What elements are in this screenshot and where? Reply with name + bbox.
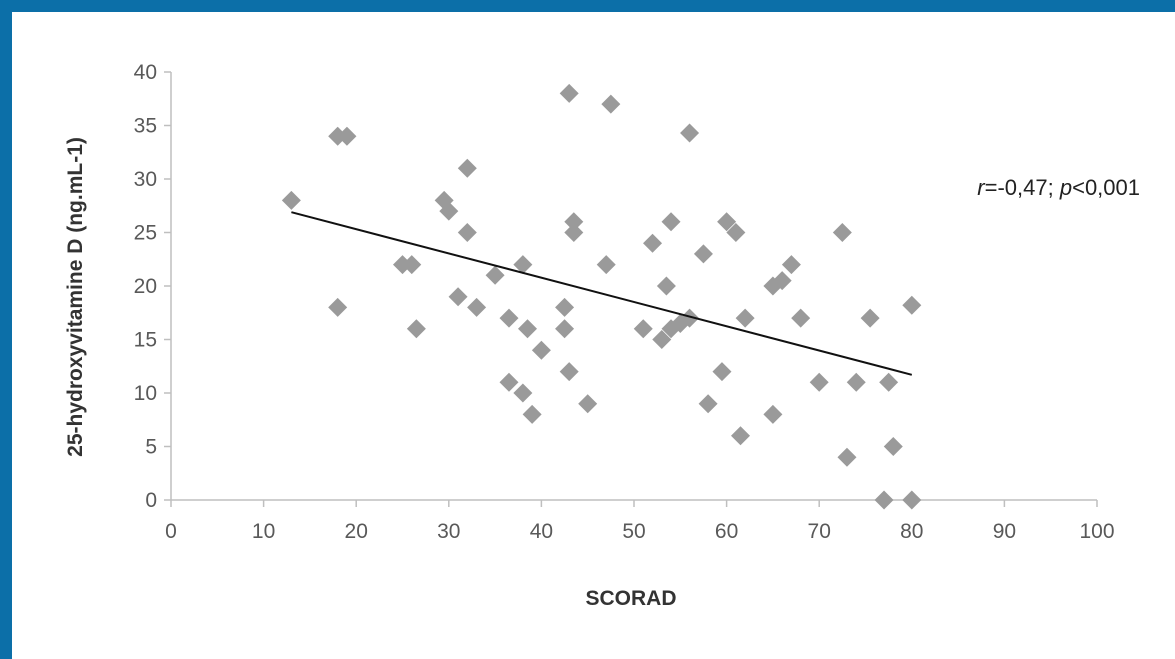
scatter-point bbox=[448, 287, 468, 307]
scatter-point bbox=[439, 201, 459, 221]
x-tick-label: 50 bbox=[622, 520, 645, 543]
scatter-point bbox=[846, 372, 866, 392]
scatter-point bbox=[730, 426, 750, 446]
r-value: =-0,47; bbox=[985, 175, 1060, 200]
x-tick-label: 30 bbox=[437, 520, 460, 543]
x-tick-label: 100 bbox=[1079, 520, 1114, 543]
scatter-point bbox=[281, 190, 301, 210]
correlation-annotation: r=-0,47; p<0,001 bbox=[977, 175, 1140, 200]
chart-panel: 0 5 10 15 20 25 30 35 40 0 10 20 30 40 50 60 70 80 90 100 S… bbox=[12, 12, 1175, 659]
scatter-point bbox=[656, 276, 676, 296]
scatter-point bbox=[555, 319, 575, 339]
y-tick-label: 0 bbox=[145, 489, 157, 512]
p-symbol: p bbox=[1059, 175, 1072, 200]
scatter-point bbox=[837, 447, 857, 467]
scatter-point bbox=[467, 297, 487, 317]
scatter-point bbox=[781, 255, 801, 275]
scatter-point bbox=[601, 94, 621, 114]
x-tick-label: 40 bbox=[530, 520, 553, 543]
scatter-point bbox=[763, 404, 783, 424]
x-tick-label: 10 bbox=[252, 520, 275, 543]
x-tick-label: 80 bbox=[900, 520, 923, 543]
scatter-point bbox=[457, 223, 477, 242]
scatter-point bbox=[874, 490, 894, 510]
y-axis-title: 25-hydroxyvitamine D (ng.mL-1) bbox=[64, 137, 87, 457]
scatter-point bbox=[643, 233, 663, 253]
scatter-point bbox=[902, 490, 922, 510]
scatter-point bbox=[680, 308, 700, 328]
axes: 0 5 10 15 20 25 30 35 40 0 10 20 30 40 50 60 70 80 90 100 bbox=[134, 61, 1115, 543]
y-tick-label: 5 bbox=[145, 436, 157, 459]
x-tick-label: 20 bbox=[345, 520, 368, 543]
scatter-point bbox=[531, 340, 551, 360]
y-tick-label: 30 bbox=[134, 168, 157, 191]
scatter-point bbox=[735, 308, 755, 328]
scatter-point bbox=[698, 394, 718, 414]
y-tick-label: 25 bbox=[134, 222, 157, 245]
y-tick-label: 20 bbox=[134, 275, 157, 298]
trendline-group bbox=[291, 211, 913, 376]
scatter-point bbox=[559, 362, 579, 382]
y-tick-label: 40 bbox=[134, 61, 157, 84]
scatter-point bbox=[860, 308, 880, 328]
p-value: <0,001 bbox=[1072, 175, 1140, 200]
scatter-point bbox=[578, 394, 598, 414]
scatter-point bbox=[879, 372, 899, 392]
scatter-point bbox=[499, 308, 519, 328]
x-tick-label: 70 bbox=[808, 520, 831, 543]
scatter-point bbox=[661, 212, 681, 232]
scatter-chart: 0 5 10 15 20 25 30 35 40 0 10 20 30 40 50 60 70 80 90 100 S… bbox=[64, 61, 1140, 610]
scatter-point bbox=[518, 319, 538, 339]
scatter-point bbox=[680, 123, 700, 143]
scatter-point bbox=[633, 319, 653, 339]
x-tick-label: 90 bbox=[993, 520, 1016, 543]
scatter-point bbox=[406, 319, 426, 339]
scatter-point bbox=[513, 383, 533, 403]
y-tick-label: 15 bbox=[134, 329, 157, 352]
scatter-point bbox=[726, 223, 746, 242]
data-points bbox=[281, 83, 922, 510]
scatter-point bbox=[499, 372, 519, 392]
scatter-point bbox=[596, 255, 616, 275]
scatter-point bbox=[902, 295, 922, 315]
x-tick-label: 0 bbox=[165, 520, 177, 543]
y-tick-label: 35 bbox=[134, 115, 157, 138]
scatter-point bbox=[883, 437, 903, 456]
scatter-point bbox=[485, 265, 505, 285]
scatter-point bbox=[457, 158, 477, 178]
scatter-point bbox=[712, 362, 732, 382]
scatter-point bbox=[328, 297, 348, 317]
y-tick-label: 10 bbox=[134, 382, 157, 405]
trendline bbox=[291, 211, 913, 376]
scatter-point bbox=[337, 126, 357, 146]
scatter-point bbox=[832, 223, 852, 242]
scatter-point bbox=[772, 271, 792, 291]
scatter-point bbox=[402, 255, 422, 275]
scatter-point bbox=[693, 244, 713, 264]
scatter-point bbox=[791, 308, 811, 328]
scatter-point bbox=[652, 330, 672, 349]
x-tick-label: 60 bbox=[715, 520, 738, 543]
r-symbol: r bbox=[977, 175, 986, 200]
scatter-point bbox=[513, 255, 533, 275]
scatter-point bbox=[559, 83, 579, 103]
scatter-point bbox=[809, 372, 829, 392]
scatter-point bbox=[564, 223, 584, 242]
scatter-point bbox=[555, 297, 575, 317]
scatter-point bbox=[522, 404, 542, 424]
scatter-point bbox=[564, 212, 584, 232]
x-axis-title: SCORAD bbox=[585, 587, 676, 610]
scatter-point bbox=[717, 212, 737, 232]
